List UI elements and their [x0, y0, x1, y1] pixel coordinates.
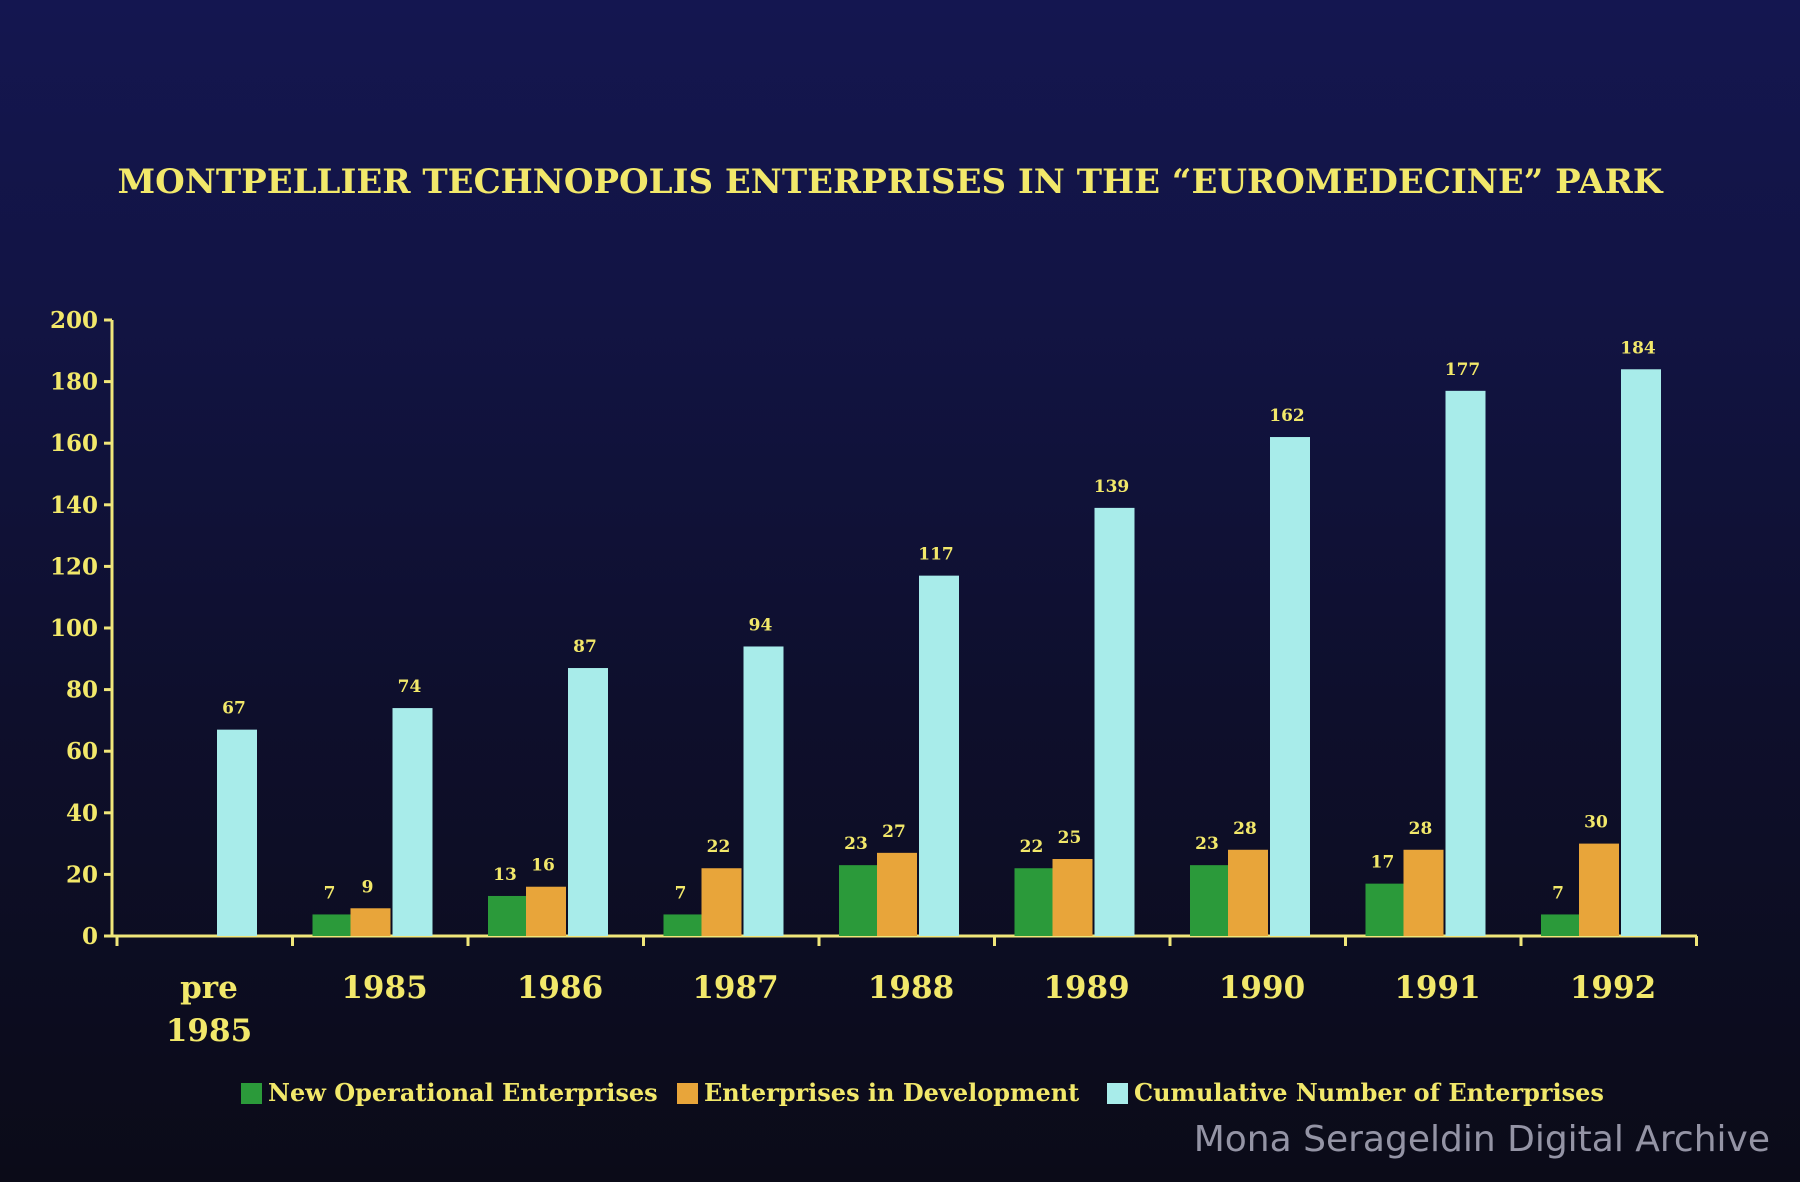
- y-tick-label: 60: [66, 738, 98, 765]
- y-tick-label: 160: [50, 430, 98, 457]
- data-label-enterprises-in-development: 28: [1409, 819, 1433, 839]
- bar-enterprises-in-development: [1579, 843, 1619, 936]
- chart-category-labels: pre 1985 1985 1986 1987 1988 1989 1990 1991 1992: [166, 970, 1656, 1049]
- bar-cumulative-number-of-enterprises: [1094, 507, 1135, 936]
- data-label-new-operational-enterprises: 22: [1020, 837, 1044, 857]
- x-category-label: pre 1985: [166, 970, 252, 1049]
- y-tick-label: 140: [50, 492, 98, 519]
- data-label-enterprises-in-development: 9: [362, 877, 374, 897]
- x-category-label: 1990: [1219, 970, 1305, 1006]
- y-tick-label: 180: [50, 369, 98, 396]
- bar-cumulative-number-of-enterprises: [1445, 390, 1486, 937]
- x-category-label: 1992: [1570, 970, 1656, 1006]
- data-label-cumulative-number-of-enterprises: 184: [1620, 338, 1656, 358]
- y-tick-label: 40: [66, 800, 98, 827]
- bar-enterprises-in-development: [1403, 849, 1444, 936]
- bar-enterprises-in-development: [701, 868, 742, 936]
- bar-cumulative-number-of-enterprises: [568, 668, 608, 936]
- bar-new-operational-enterprises: [1190, 865, 1230, 936]
- bar-new-operational-enterprises: [1541, 914, 1581, 936]
- watermark: Mona Serageldin Digital Archive: [1193, 1119, 1770, 1160]
- data-label-enterprises-in-development: 25: [1058, 828, 1082, 848]
- y-tick-label: 20: [66, 861, 98, 888]
- data-label-cumulative-number-of-enterprises: 67: [222, 699, 246, 719]
- x-category-label: 1985: [341, 970, 427, 1006]
- data-label-new-operational-enterprises: 23: [1195, 834, 1219, 854]
- data-label-enterprises-in-development: 22: [707, 837, 731, 857]
- legend-label-cumulative-number-of-enterprises: Cumulative Number of Enterprises: [1134, 1078, 1604, 1107]
- data-label-new-operational-enterprises: 23: [844, 834, 868, 854]
- data-label-new-operational-enterprises: 13: [493, 865, 517, 885]
- bar-enterprises-in-development: [350, 908, 391, 936]
- data-label-new-operational-enterprises: 17: [1371, 853, 1395, 873]
- bar-cumulative-number-of-enterprises: [1621, 369, 1661, 936]
- data-label-cumulative-number-of-enterprises: 117: [918, 545, 954, 565]
- x-category-label: 1987: [692, 970, 778, 1006]
- bar-enterprises-in-development: [1228, 849, 1268, 936]
- bar-new-operational-enterprises: [1014, 868, 1055, 936]
- bar-new-operational-enterprises: [1365, 883, 1406, 936]
- y-tick-label: 100: [50, 615, 98, 642]
- data-label-cumulative-number-of-enterprises: 139: [1094, 477, 1130, 497]
- data-label-cumulative-number-of-enterprises: 162: [1269, 406, 1305, 426]
- bar-enterprises-in-development: [1052, 859, 1093, 936]
- chart-legend: New Operational Enterprises Enterprises i…: [241, 1078, 1604, 1107]
- y-tick-label: 80: [66, 677, 98, 704]
- legend-swatch-cumulative-number-of-enterprises: [1107, 1083, 1128, 1104]
- data-label-enterprises-in-development: 16: [531, 856, 555, 876]
- bar-cumulative-number-of-enterprises: [217, 729, 257, 936]
- y-tick-label: 120: [50, 553, 98, 580]
- bar-new-operational-enterprises: [312, 914, 353, 936]
- data-label-new-operational-enterprises: 7: [324, 883, 336, 903]
- chart-data-labels: 67 7 9 74 13 16 87 7 22 94 23 27 117 22 25 139 23 28 162 17…: [222, 338, 1656, 903]
- chart-title: MONTPELLIER TECHNOPOLIS ENTERPRISES IN T…: [118, 162, 1664, 202]
- data-label-enterprises-in-development: 27: [882, 822, 906, 842]
- data-label-enterprises-in-development: 28: [1233, 819, 1257, 839]
- bar-new-operational-enterprises: [488, 895, 528, 936]
- data-label-cumulative-number-of-enterprises: 87: [573, 637, 597, 657]
- bar-enterprises-in-development: [526, 886, 566, 936]
- x-category-label: 1991: [1394, 970, 1480, 1006]
- x-category-label: 1988: [868, 970, 954, 1006]
- bar-cumulative-number-of-enterprises: [392, 708, 433, 936]
- x-category-label: 1986: [517, 970, 603, 1006]
- data-label-cumulative-number-of-enterprises: 94: [749, 615, 773, 635]
- legend-swatch-new-operational-enterprises: [241, 1083, 262, 1104]
- y-tick-label: 0: [82, 923, 98, 950]
- bar-new-operational-enterprises: [839, 865, 879, 936]
- bar-cumulative-number-of-enterprises: [743, 646, 784, 936]
- data-label-cumulative-number-of-enterprises: 177: [1445, 360, 1481, 380]
- bar-cumulative-number-of-enterprises: [919, 575, 959, 936]
- legend-swatch-enterprises-in-development: [677, 1083, 698, 1104]
- data-label-new-operational-enterprises: 7: [1552, 883, 1564, 903]
- bar-new-operational-enterprises: [663, 914, 704, 936]
- data-label-new-operational-enterprises: 7: [675, 883, 687, 903]
- legend-label-enterprises-in-development: Enterprises in Development: [704, 1078, 1079, 1107]
- x-category-label: 1989: [1043, 970, 1129, 1006]
- bar-enterprises-in-development: [877, 852, 917, 936]
- data-label-enterprises-in-development: 30: [1584, 813, 1608, 833]
- y-tick-label: 200: [50, 307, 98, 334]
- legend-label-new-operational-enterprises: New Operational Enterprises: [268, 1078, 658, 1107]
- bar-cumulative-number-of-enterprises: [1270, 437, 1310, 936]
- chart-bars: [217, 369, 1661, 937]
- data-label-cumulative-number-of-enterprises: 74: [398, 677, 422, 697]
